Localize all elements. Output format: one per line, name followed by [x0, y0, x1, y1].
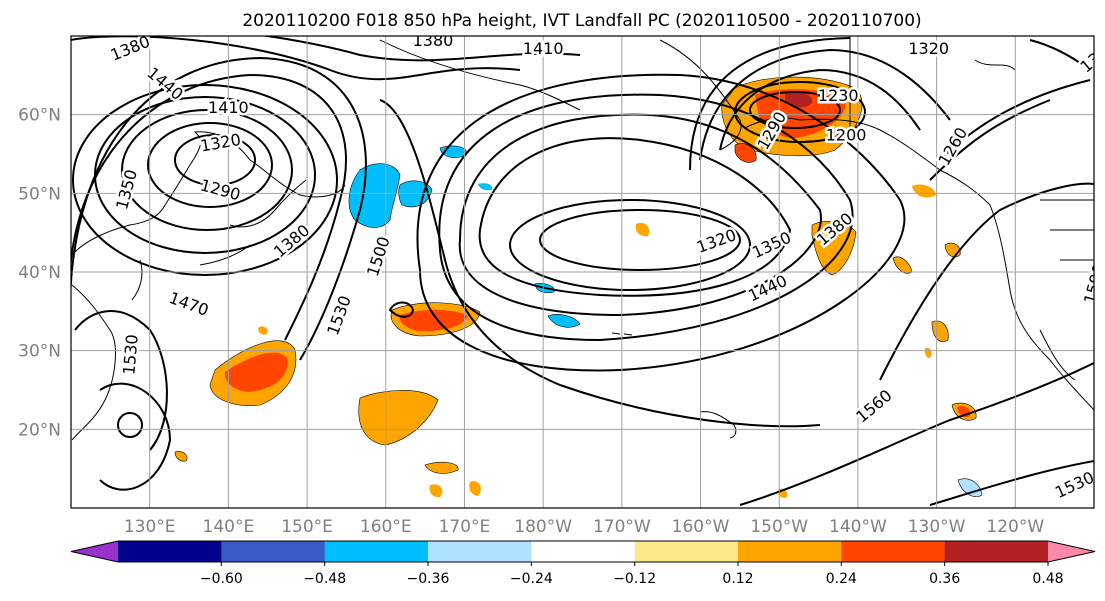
longitude-tick-label: 180°W	[514, 517, 572, 537]
graticule	[71, 36, 1094, 508]
contour-label: 1230	[818, 86, 859, 105]
colorbar-segment	[944, 541, 1049, 562]
latitude-tick-label: 30°N	[18, 342, 61, 362]
contour-label: 1320	[908, 39, 949, 58]
colorbar-tick-label: −0.12	[613, 571, 656, 587]
colorbar-segment	[841, 541, 946, 562]
latitude-tick-label: 50°N	[18, 184, 61, 204]
longitude-tick-label: 140°W	[829, 517, 887, 537]
longitude-tick-label: 160°E	[360, 517, 412, 537]
ivt-anomaly-shading	[174, 76, 983, 498]
colorbar-tick-label: 0.36	[929, 571, 960, 587]
colorbar-extend-low	[71, 541, 118, 562]
contour-label: 1200	[826, 125, 867, 144]
longitude-tick-label: 150°E	[281, 517, 333, 537]
colorbar-tick-label: 0.48	[1032, 571, 1063, 587]
figure-title: 2020110200 F018 850 hPa height, IVT Land…	[242, 11, 921, 31]
colorbar-extend-high	[1048, 541, 1095, 562]
colorbar-segment	[324, 541, 429, 562]
longitude-tick-label: 140°E	[203, 517, 255, 537]
colorbar-outline	[70, 540, 1096, 563]
map-frame	[70, 35, 1095, 509]
latitude-tick-label: 40°N	[18, 263, 61, 283]
colorbar-tick-label: 0.12	[722, 571, 753, 587]
colorbar-tick-label: 0.24	[826, 571, 857, 587]
longitude-tick-label: 170°W	[593, 517, 651, 537]
longitude-tick-label: 130°W	[908, 517, 966, 537]
longitude-tick-label: 120°W	[986, 517, 1044, 537]
colorbar-segment	[221, 541, 326, 562]
coastlines	[71, 36, 1094, 441]
colorbar-segment	[428, 541, 532, 562]
colorbar-segment	[531, 541, 636, 562]
colorbar-segment	[738, 541, 842, 562]
colorbar-segment	[118, 541, 222, 562]
longitude-tick-label: 160°W	[672, 517, 730, 537]
colorbar-segment	[634, 541, 739, 562]
longitude-tick-labels: 130°E 140°E 150°E 160°E 170°E 180°W 170°W 160°W…	[124, 517, 1045, 537]
longitude-tick-label: 130°E	[124, 517, 176, 537]
colorbar-tick-label: −0.60	[200, 571, 243, 587]
contour-label: 1530	[119, 334, 141, 376]
colorbar-tick-label: −0.36	[407, 571, 450, 587]
colorbar: −0.60 −0.48 −0.36 −0.24 −0.12 0.12 0.24 0.36 0.4…	[70, 540, 1096, 587]
colorbar-tick-label: −0.24	[510, 571, 553, 587]
height-contours	[71, 36, 1094, 506]
latitude-tick-label: 20°N	[18, 420, 61, 440]
contour-label: 1410	[208, 98, 249, 117]
colorbar-tick-label: −0.48	[303, 571, 346, 587]
longitude-tick-label: 170°E	[439, 517, 491, 537]
latitude-tick-label: 60°N	[18, 106, 61, 126]
contour-label: 1410	[523, 39, 564, 58]
contour-label: 1380	[413, 31, 454, 50]
longitude-tick-label: 150°W	[750, 517, 808, 537]
latitude-tick-labels: 60°N 50°N 40°N 30°N 20°N	[18, 106, 61, 441]
